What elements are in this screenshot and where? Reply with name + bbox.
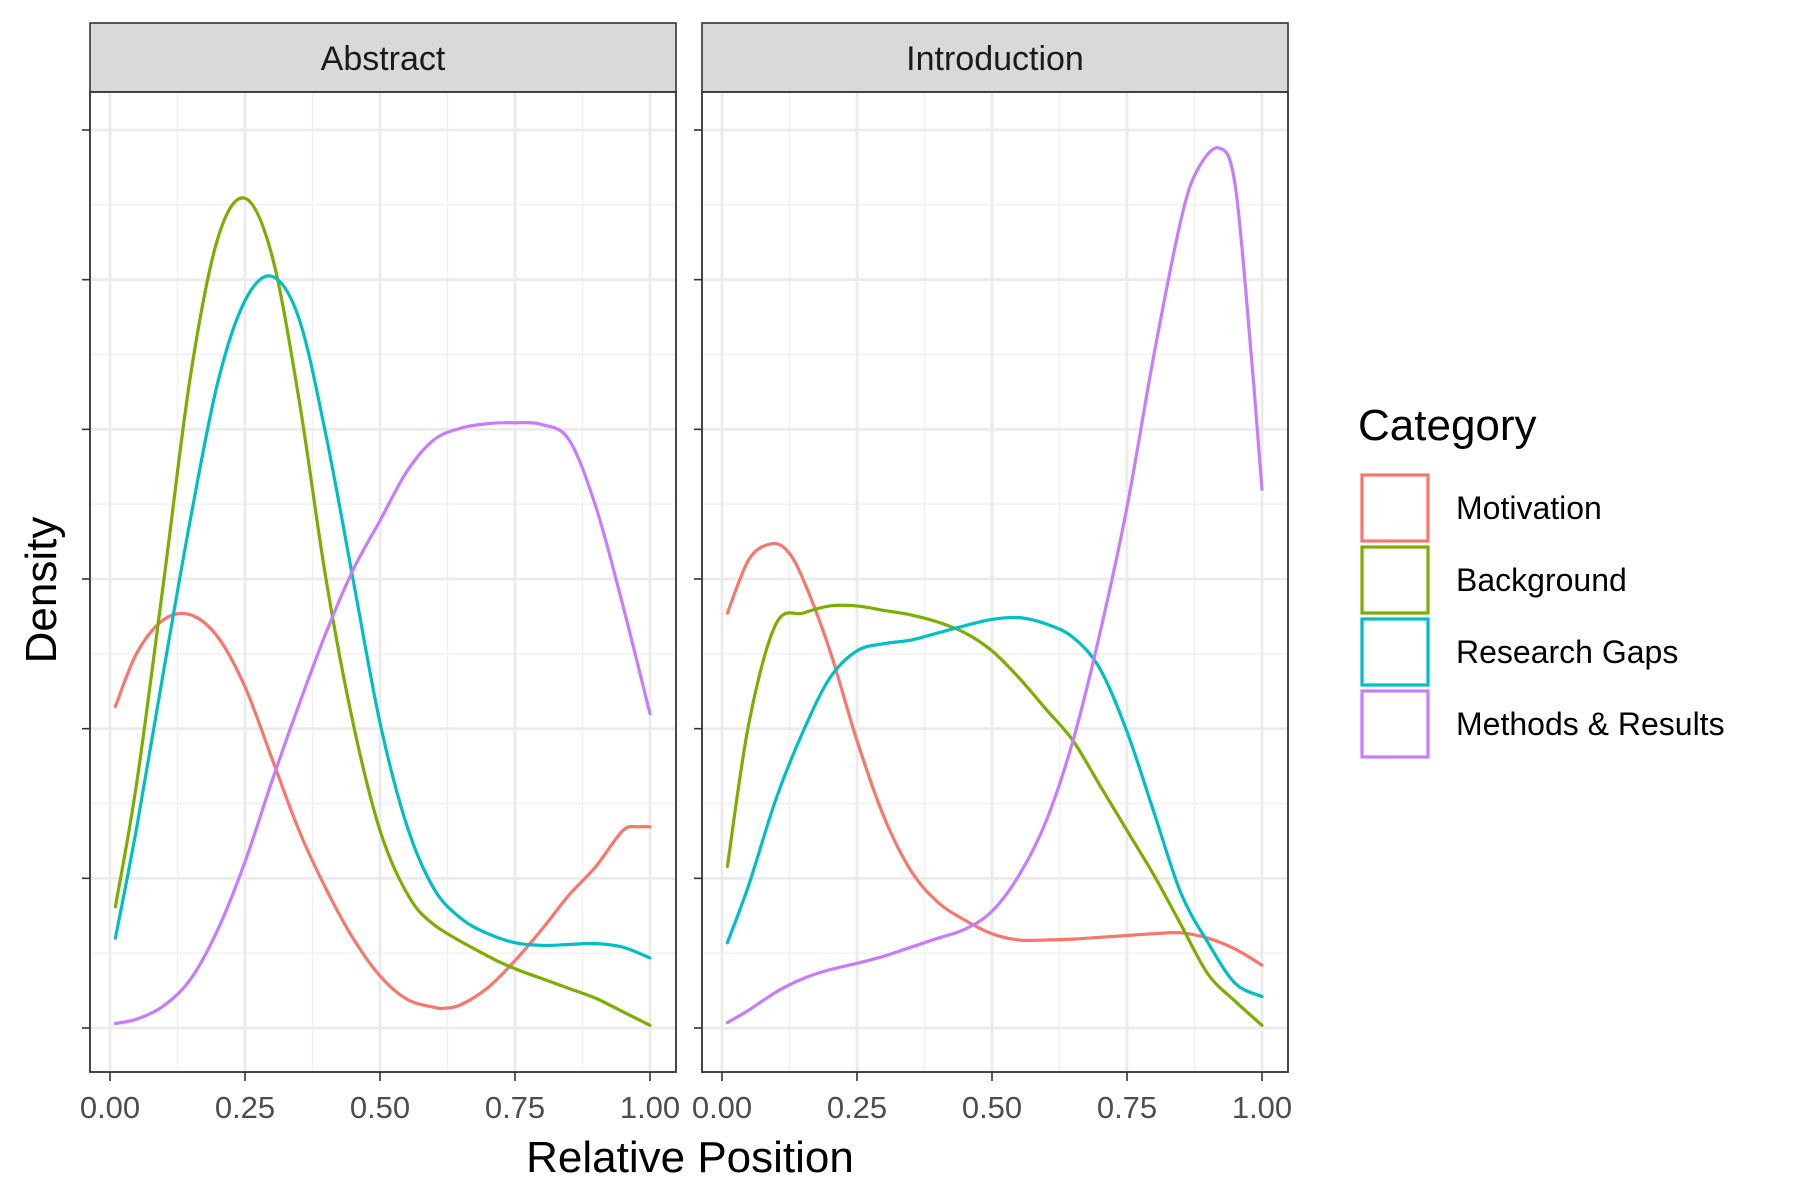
density-line-background [725,603,1264,1027]
legend-label: Motivation [1456,490,1602,526]
legend-key [1360,545,1430,615]
density-line-motivation [725,541,1264,967]
density-line-research-gaps [113,274,652,960]
facet-strip [701,22,1289,93]
y-axis-title: Density [17,517,66,664]
x-tick-label: 0.00 [692,1090,752,1125]
legend-key [1360,689,1430,759]
density-line-methods-results [113,421,652,1026]
legend: Category Motivation Background Research Ga… [1358,401,1725,759]
panel-background [90,92,676,1072]
x-tick-label: 1.00 [620,1090,680,1125]
facet-strip [89,22,677,93]
density-line-methods-results [725,146,1264,1025]
facet-strip-label: Abstract [321,40,446,78]
panel-border [701,91,1289,1073]
x-tick-label: 0.00 [80,1090,140,1125]
legend-key [1360,617,1430,687]
density-line-research-gaps [725,615,1264,999]
density-line-motivation [113,611,652,1011]
legend-label: Methods & Results [1456,706,1725,742]
legend-item-methods-results: Methods & Results [1360,689,1725,759]
legend-item-motivation: Motivation [1360,473,1602,543]
panel-introduction: Introduction 0.00 0.25 0.50 0.75 1.00 [692,22,1292,1125]
facet-strip-label: Introduction [906,40,1084,78]
legend-key [1360,473,1430,543]
x-tick-label: 0.25 [215,1090,275,1125]
panel-border [89,91,677,1073]
panel-abstract: Abstract 0.00 0.25 0.50 0.75 1.00 [80,22,680,1125]
x-tick-label: 0.50 [962,1090,1022,1125]
legend-item-background: Background [1360,545,1627,615]
legend-title: Category [1358,401,1537,450]
x-axis-title: Relative Position [526,1133,854,1182]
density-line-background [113,196,652,1027]
x-tick-label: 0.50 [350,1090,410,1125]
legend-label: Research Gaps [1456,634,1678,670]
legend-item-research-gaps: Research Gaps [1360,617,1678,687]
x-tick-label: 1.00 [1232,1090,1292,1125]
legend-label: Background [1456,562,1627,598]
x-tick-label: 0.75 [485,1090,545,1125]
x-tick-label: 0.25 [827,1090,887,1125]
x-tick-label: 0.75 [1097,1090,1157,1125]
